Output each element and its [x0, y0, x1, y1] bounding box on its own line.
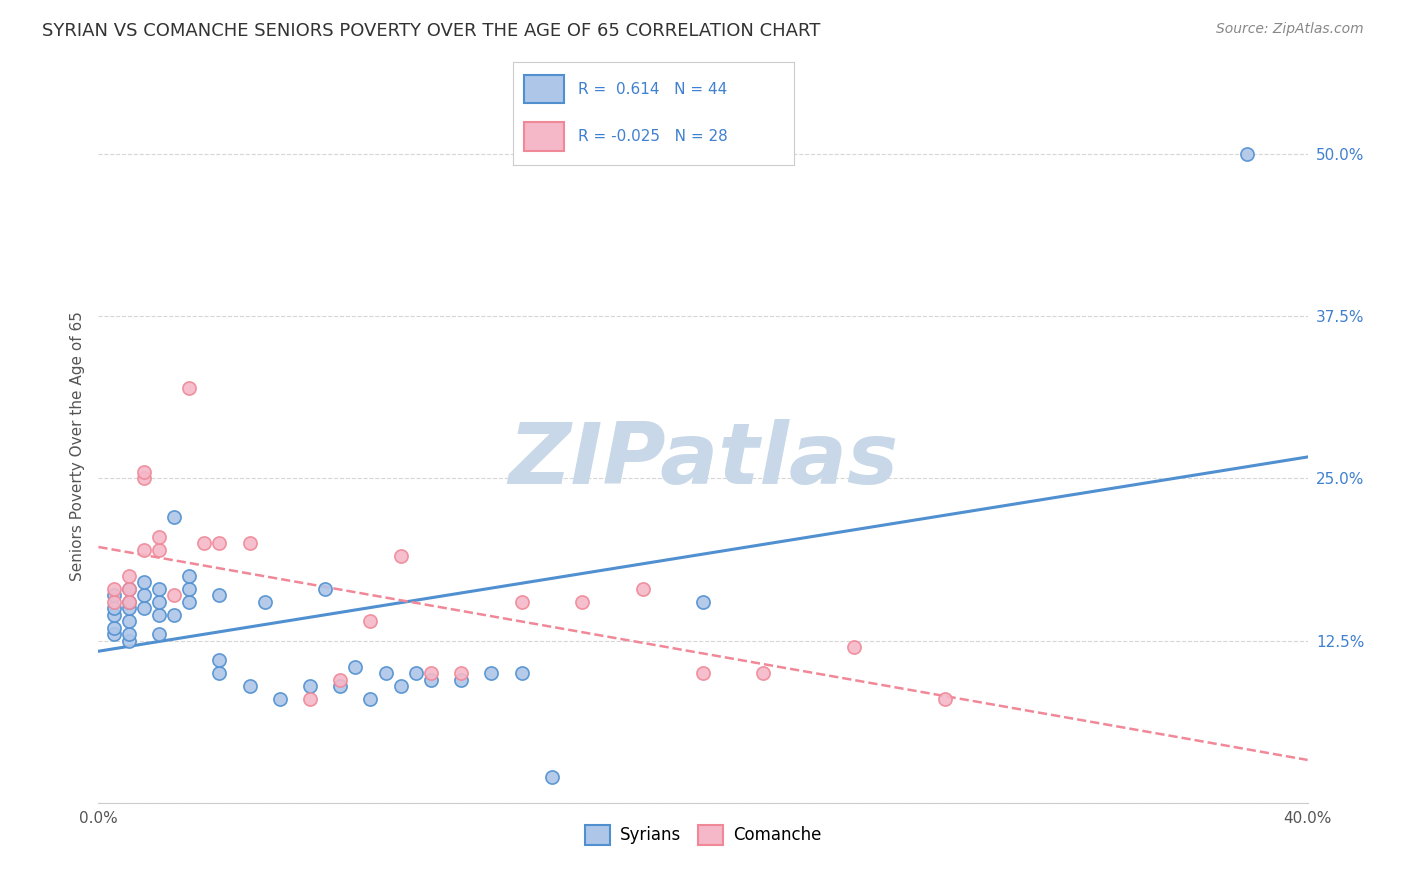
Point [208, 536, 231, 550]
Point [103, 601, 125, 615]
Point [179, 582, 201, 596]
Point [179, 381, 201, 395]
Point [163, 588, 186, 602]
Point [344, 659, 367, 673]
Point [118, 582, 141, 596]
Point [389, 679, 412, 693]
Point [389, 549, 412, 564]
Point [329, 679, 352, 693]
Point [148, 582, 170, 596]
Point [118, 595, 141, 609]
Point [571, 595, 593, 609]
Point [118, 627, 141, 641]
Point [510, 666, 533, 681]
Point [103, 627, 125, 641]
Point [752, 666, 775, 681]
Point [148, 607, 170, 622]
Point [1236, 147, 1258, 161]
Point [253, 595, 276, 609]
Text: R =  0.614   N = 44: R = 0.614 N = 44 [578, 81, 727, 96]
Point [179, 568, 201, 582]
Point [118, 614, 141, 628]
Point [329, 673, 352, 687]
Point [420, 673, 443, 687]
Point [631, 582, 654, 596]
Point [118, 568, 141, 582]
Point [269, 692, 291, 706]
Point [450, 666, 472, 681]
Point [132, 601, 155, 615]
Point [239, 679, 262, 693]
Point [208, 653, 231, 667]
Point [374, 666, 396, 681]
Point [132, 465, 155, 479]
Point [118, 601, 141, 615]
Point [208, 666, 231, 681]
Point [405, 666, 427, 681]
Point [208, 588, 231, 602]
Point [132, 588, 155, 602]
Point [163, 607, 186, 622]
Point [148, 627, 170, 641]
Point [540, 770, 562, 784]
Point [360, 692, 382, 706]
FancyBboxPatch shape [524, 122, 564, 151]
Point [360, 614, 382, 628]
Point [103, 607, 125, 622]
Legend: Syrians, Comanche: Syrians, Comanche [578, 818, 828, 852]
Point [163, 510, 186, 524]
Point [118, 595, 141, 609]
Point [934, 692, 956, 706]
Point [844, 640, 866, 654]
Point [103, 621, 125, 635]
Point [132, 542, 155, 557]
Text: SYRIAN VS COMANCHE SENIORS POVERTY OVER THE AGE OF 65 CORRELATION CHART: SYRIAN VS COMANCHE SENIORS POVERTY OVER … [42, 22, 821, 40]
Point [420, 666, 443, 681]
Point [510, 595, 533, 609]
Point [148, 530, 170, 544]
Point [132, 471, 155, 485]
Point [103, 582, 125, 596]
FancyBboxPatch shape [524, 75, 564, 103]
Point [103, 595, 125, 609]
Point [179, 595, 201, 609]
Point [239, 536, 262, 550]
Text: Source: ZipAtlas.com: Source: ZipAtlas.com [1216, 22, 1364, 37]
Text: ZIPatlas: ZIPatlas [508, 418, 898, 502]
Point [132, 575, 155, 590]
Point [118, 582, 141, 596]
Point [193, 536, 215, 550]
Point [450, 673, 472, 687]
Point [299, 692, 322, 706]
Point [692, 666, 714, 681]
Y-axis label: Seniors Poverty Over the Age of 65: Seniors Poverty Over the Age of 65 [69, 311, 84, 581]
Point [118, 633, 141, 648]
Point [148, 595, 170, 609]
Text: R = -0.025   N = 28: R = -0.025 N = 28 [578, 128, 728, 144]
Point [692, 595, 714, 609]
Point [481, 666, 503, 681]
Point [314, 582, 336, 596]
Point [148, 542, 170, 557]
Point [299, 679, 322, 693]
Point [103, 588, 125, 602]
